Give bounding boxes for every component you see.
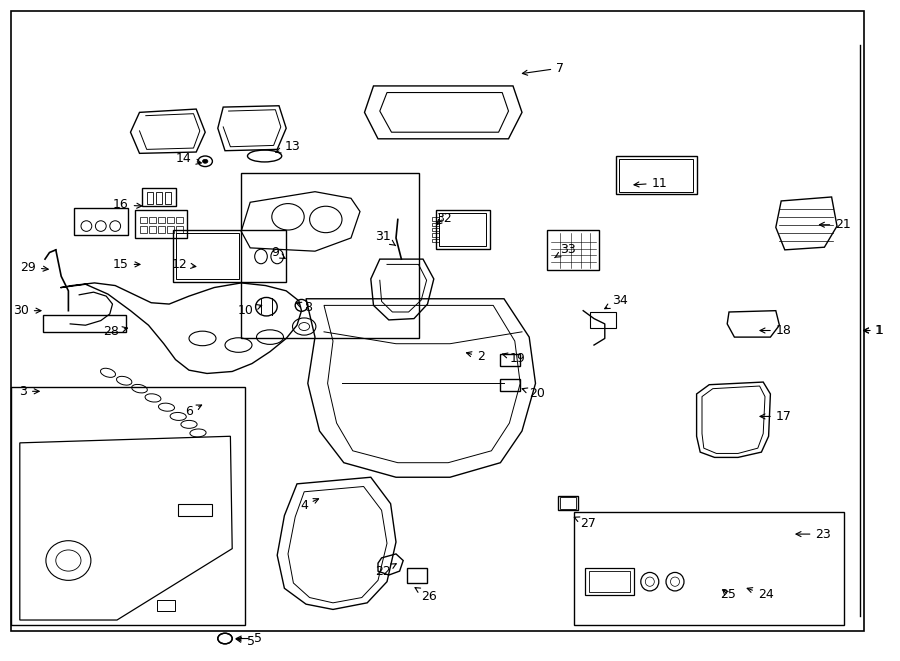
Bar [158, 217, 165, 223]
Bar [158, 226, 165, 233]
Text: 8: 8 [296, 301, 312, 314]
Bar [173, 230, 286, 282]
Bar [165, 192, 171, 204]
Text: 7: 7 [522, 61, 564, 75]
Bar [547, 230, 599, 270]
Bar [589, 571, 630, 592]
Bar [585, 568, 634, 595]
Text: 9: 9 [271, 246, 285, 259]
Bar [147, 192, 153, 204]
Text: 25: 25 [720, 588, 736, 602]
Bar [167, 217, 174, 223]
Bar [157, 600, 175, 611]
Bar [574, 512, 844, 625]
Bar [142, 188, 176, 206]
Text: 27: 27 [574, 517, 597, 530]
Bar [176, 226, 183, 233]
Text: 12: 12 [171, 258, 196, 271]
Bar [43, 315, 126, 332]
Text: 32: 32 [436, 212, 451, 225]
Ellipse shape [202, 159, 208, 163]
Text: 1: 1 [863, 324, 883, 337]
Bar [432, 228, 439, 231]
Bar [178, 504, 212, 516]
Bar [149, 226, 156, 233]
Text: 31: 31 [375, 230, 396, 246]
Bar [176, 233, 239, 279]
Text: 6: 6 [185, 405, 202, 418]
Text: 3: 3 [19, 385, 40, 398]
Text: 20: 20 [522, 387, 545, 401]
Text: 10: 10 [238, 304, 262, 317]
Bar [432, 239, 439, 242]
Bar [432, 217, 439, 221]
Bar [432, 233, 439, 237]
Bar [500, 354, 520, 366]
Bar [439, 213, 486, 246]
Bar [149, 217, 156, 223]
Bar [176, 217, 183, 223]
Text: 15: 15 [112, 258, 140, 271]
Bar [560, 497, 576, 509]
Bar [558, 496, 578, 510]
Bar [11, 387, 245, 625]
Text: 19: 19 [502, 352, 526, 365]
Text: 23: 23 [796, 527, 832, 541]
Text: 5: 5 [236, 635, 255, 648]
Text: 33: 33 [554, 243, 576, 258]
Bar [500, 379, 520, 391]
Text: 5: 5 [236, 632, 262, 645]
Bar [74, 208, 128, 235]
Text: 17: 17 [760, 410, 792, 423]
Bar [407, 568, 427, 583]
Text: 11: 11 [634, 176, 668, 190]
Text: 13: 13 [275, 140, 300, 153]
Bar [140, 226, 147, 233]
Bar [432, 223, 439, 226]
Text: 2: 2 [466, 350, 485, 364]
Text: 22: 22 [375, 564, 396, 578]
Text: 14: 14 [176, 152, 202, 165]
Text: 34: 34 [605, 293, 628, 309]
Bar [619, 159, 693, 192]
Text: 24: 24 [747, 588, 773, 602]
Bar [156, 192, 162, 204]
Text: 16: 16 [113, 198, 142, 212]
Text: 1: 1 [863, 324, 884, 337]
Bar [140, 217, 147, 223]
Text: 30: 30 [13, 304, 41, 317]
Bar [167, 226, 174, 233]
Bar [241, 173, 419, 338]
Text: 21: 21 [819, 218, 851, 231]
Text: 26: 26 [415, 588, 437, 603]
Text: 28: 28 [103, 325, 128, 338]
Text: 29: 29 [20, 260, 49, 274]
Bar [135, 210, 187, 238]
Bar [616, 156, 697, 194]
Bar [590, 312, 616, 328]
Text: 18: 18 [760, 324, 792, 337]
Text: 4: 4 [300, 498, 319, 512]
Bar [436, 210, 490, 249]
